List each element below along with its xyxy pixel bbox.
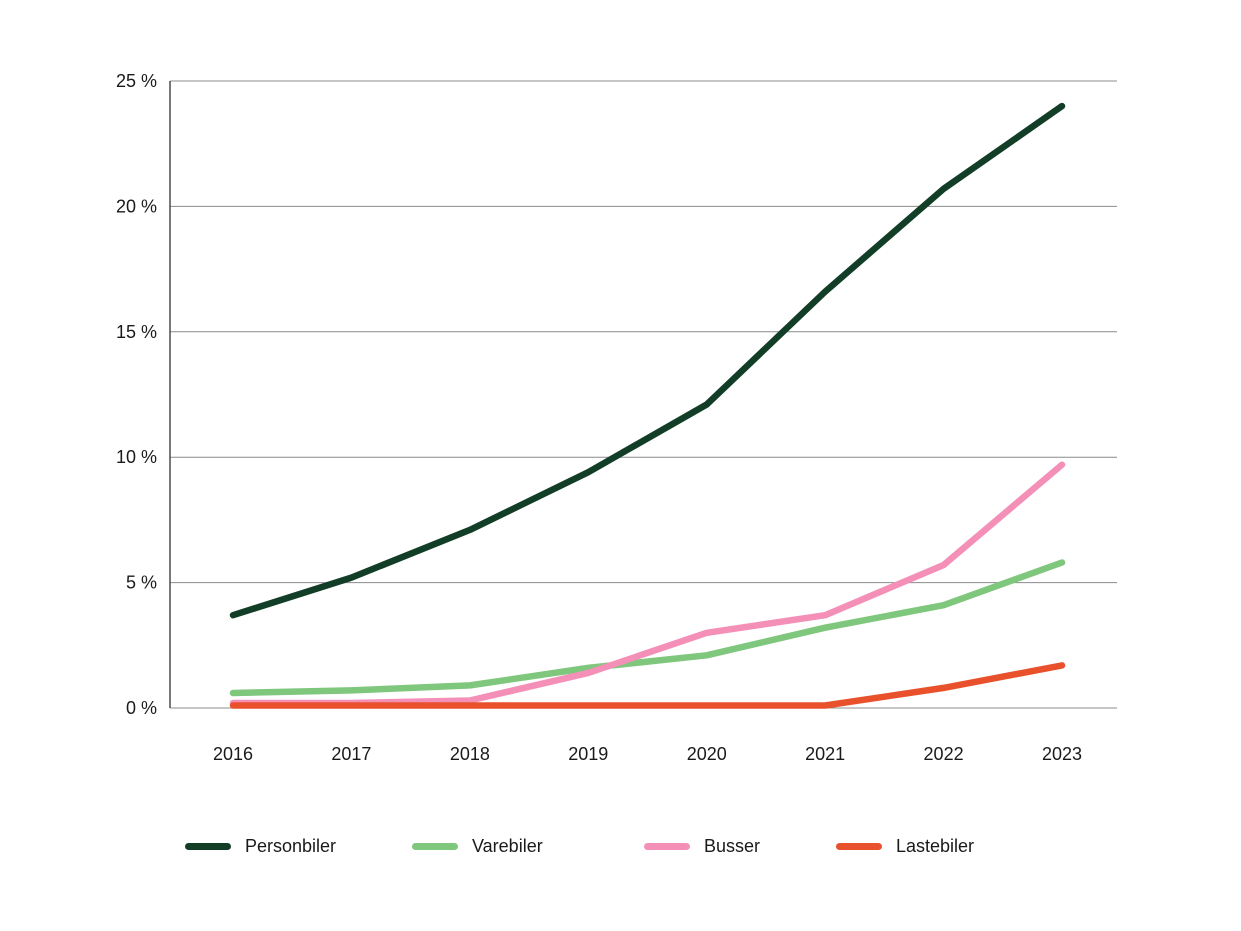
legend-swatch-lastebiler <box>836 842 882 850</box>
x-tick-label: 2023 <box>1042 744 1082 764</box>
y-tick-label: 25 % <box>116 71 157 91</box>
x-tick-label: 2022 <box>924 744 964 764</box>
y-tick-label: 15 % <box>116 322 157 342</box>
legend-swatch-varebiler <box>412 842 458 850</box>
x-tick-label: 2016 <box>213 744 253 764</box>
x-tick-label: 2017 <box>331 744 371 764</box>
legend-item-lastebiler[interactable]: Lastebiler <box>836 834 974 858</box>
legend-label: Busser <box>704 835 761 856</box>
legend-label: Personbiler <box>245 835 337 856</box>
y-tick-label: 10 % <box>116 447 157 467</box>
series-line-personbiler <box>229 102 1066 619</box>
x-tick-label: 2018 <box>450 744 490 764</box>
legend-swatch-busser <box>644 842 690 850</box>
y-tick-label: 20 % <box>116 196 157 216</box>
legend-item-varebiler[interactable]: Varebiler <box>412 834 543 858</box>
x-tick-label: 2020 <box>687 744 727 764</box>
y-tick-label: 0 % <box>126 698 157 718</box>
series-line-varebiler <box>229 559 1066 697</box>
legend-item-personbiler[interactable]: Personbiler <box>185 834 336 858</box>
legend-item-busser[interactable]: Busser <box>644 834 760 858</box>
series-line-lastebiler <box>229 662 1066 709</box>
legend-label: Varebiler <box>472 835 543 856</box>
x-tick-label: 2019 <box>568 744 608 764</box>
legend-label: Lastebiler <box>896 835 975 856</box>
y-tick-label: 5 % <box>126 573 157 593</box>
x-tick-label: 2021 <box>805 744 845 764</box>
series-line-busser <box>229 461 1066 707</box>
legend-swatch-personbiler <box>185 842 231 850</box>
